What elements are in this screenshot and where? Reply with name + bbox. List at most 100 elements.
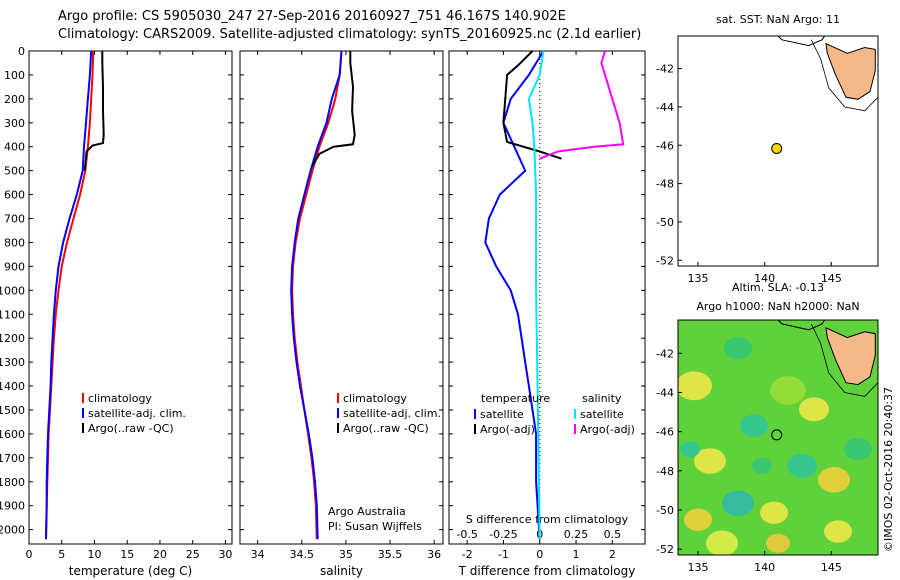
map-y-tick-label: -46 (656, 139, 674, 152)
sla-blob (740, 414, 768, 437)
plot-frame (239, 50, 444, 545)
x-tick-label: 20 (153, 548, 167, 561)
y-tick-label: 1700 (0, 452, 25, 465)
x-tick-label: -2 (462, 548, 473, 561)
x-tick-label: 35.5 (378, 548, 403, 561)
y-tick-label: 700 (4, 213, 25, 226)
x-axis-label: temperature (deg C) (69, 564, 192, 578)
secondary-tick-label: 0.25 (564, 528, 589, 541)
sla-blob (680, 441, 700, 458)
sla-blob (799, 397, 829, 422)
tasmania-polygon (825, 326, 876, 386)
plot-frame (28, 50, 233, 545)
x-tick-label: 5 (58, 548, 65, 561)
x-tick-label: 15 (120, 548, 134, 561)
map-y-tick-label: -48 (656, 465, 674, 478)
sla-blob (752, 457, 772, 474)
series-argo-raw-qc- (311, 51, 356, 167)
map-x-tick-label: 140 (754, 272, 775, 285)
series-salinity-argo-adj- (539, 50, 625, 160)
legend-label: Argo(-adj) (480, 423, 535, 436)
map-sla-map: 135 140 145 -42 -44 -46 -48 -50 -52 Altim. SLA: -… (656, 281, 895, 574)
series-salinity-satellite (527, 50, 545, 540)
sla-blob (694, 448, 726, 474)
map-y-tick-label: -50 (656, 504, 674, 517)
x-tick-label: 0 (26, 548, 33, 561)
y-tick-label: 600 (4, 189, 25, 202)
timestamp-label: ©IMOS 02-Oct-2016 20:40:37 (882, 387, 895, 552)
y-tick-label: 1500 (0, 404, 25, 417)
series-satellite-adj-clim- (290, 50, 343, 540)
map-title: sat. SST: NaN Argo: 11 (716, 13, 840, 26)
sla-blob (724, 337, 752, 360)
x-tick-label: 34.5 (290, 548, 315, 561)
map-frame (677, 35, 879, 267)
map-subtitle: Argo h1000: NaN h2000: NaN (696, 300, 859, 313)
map-y-tick-label: -52 (656, 543, 674, 556)
map-y-tick-label: -44 (656, 386, 674, 399)
map-x-tick-label: 140 (754, 561, 775, 574)
x-tick-label: 36 (427, 548, 441, 561)
map-x-tick-label: 135 (688, 272, 709, 285)
legend-label: satellite (480, 408, 524, 421)
sla-blob (770, 376, 806, 405)
sla-blob (818, 467, 850, 493)
map-y-tick-label: -44 (656, 101, 674, 114)
y-tick-label: 1400 (0, 380, 25, 393)
panel-temperature: 0100200300400500600700800900100011001200… (0, 45, 233, 578)
map-y-tick-label: -48 (656, 178, 674, 191)
sla-blob (844, 438, 872, 461)
x-tick-label: 1 (573, 548, 580, 561)
y-tick-label: 500 (4, 165, 25, 178)
float-position-marker (771, 429, 783, 441)
x-tick-label: 25 (186, 548, 200, 561)
y-tick-label: 1800 (0, 476, 25, 489)
annotation-text: Argo Australia (328, 505, 406, 518)
figure-subtitle: Climatology: CARS2009. Satellite-adjuste… (58, 27, 642, 42)
legend-label: satellite (580, 408, 624, 421)
secondary-tick-label: 0.5 (604, 528, 622, 541)
figure-title: Argo profile: CS 5905030_247 27-Sep-2016… (58, 9, 566, 24)
legend-label: Argo(-adj) (580, 423, 635, 436)
tasmania-land (777, 320, 878, 397)
shelf-contour (810, 323, 878, 397)
sla-blob (706, 530, 738, 555)
y-tick-label: 1900 (0, 500, 25, 513)
map-x-tick-label: 145 (821, 561, 842, 574)
sla-field (678, 320, 878, 555)
legend-label: climatology (88, 392, 152, 405)
map-y-tick-label: -42 (656, 63, 674, 76)
legend-label: satellite-adj. clim. (88, 407, 186, 420)
x-tick-label: 30 (218, 548, 232, 561)
mainland-coast (777, 36, 826, 47)
secondary-tick-label: -0.25 (489, 528, 517, 541)
panel-differences: -2 -1 0 1 2 T difference from climatology -0.5… (448, 50, 646, 578)
map-x-tick-label: 145 (821, 272, 842, 285)
y-tick-label: 1600 (0, 428, 25, 441)
y-tick-label: 1200 (0, 332, 25, 345)
x-tick-label: 10 (87, 548, 101, 561)
panel-salinity: 34 34.5 35 35.5 36 salinity climatology satelli… (239, 50, 444, 578)
tasmania-polygon (825, 42, 876, 100)
x-tick-label: -1 (498, 548, 509, 561)
sla-blob (678, 371, 712, 401)
float-position-marker (771, 142, 783, 154)
map-x-tick-label: 135 (688, 561, 709, 574)
secondary-tick-label: -0.5 (456, 528, 477, 541)
y-tick-label: 800 (4, 236, 25, 249)
series-satellite-adj-clim- (45, 50, 93, 540)
y-tick-label: 300 (4, 117, 25, 130)
map-y-tick-label: -52 (656, 254, 674, 267)
sla-blob (824, 520, 852, 543)
x-axis-label: T difference from climatology (458, 564, 636, 578)
annotation-text: PI: Susan Wijffels (328, 520, 422, 533)
legend-label: climatology (343, 392, 407, 405)
y-tick-label: 0 (18, 45, 25, 58)
legend-label: satellite-adj. clim. (343, 407, 441, 420)
y-tick-label: 100 (4, 69, 25, 82)
sla-blob (684, 508, 712, 531)
x-tick-label: 0 (536, 548, 543, 561)
map-frame (677, 319, 879, 556)
map-sst-map: 135 140 145 -42 -44 -46 -48 -50 -52 sat. SST: NaN… (656, 13, 879, 285)
secondary-axis-label: S difference from climatology (466, 513, 629, 526)
